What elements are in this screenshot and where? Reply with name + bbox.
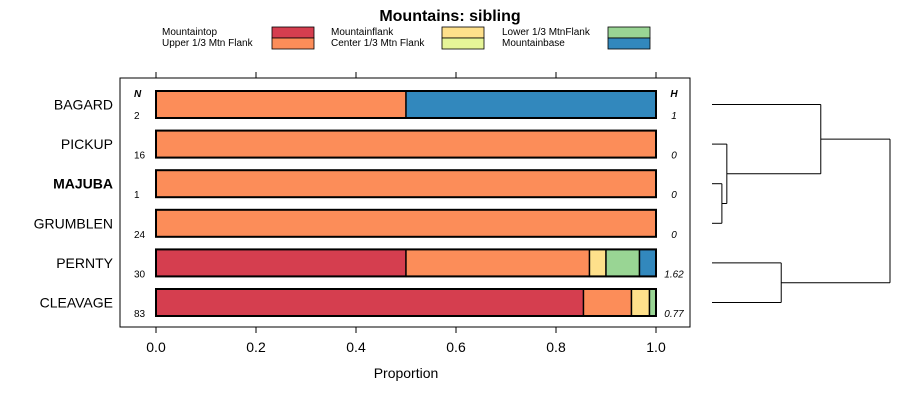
legend-label-mountainflank: Mountainflank [331,27,394,38]
row-n-value: 1 [134,190,140,201]
x-tick-label: 0.0 [146,339,166,355]
row-label: PERNTY [56,255,113,271]
row-h-value: 0 [671,230,677,241]
legend-swatch-upper-1-3-mtn-flank [271,37,315,50]
dendrogram [712,104,891,303]
row-h-value: 0 [671,190,677,201]
row-n-value: 16 [134,151,146,162]
bar-segment-upper-1-3-mtn-flank [155,90,407,119]
row-grumblen: GRUMBLEN 24 0 [34,208,677,241]
bar-segment-mountaintop [155,288,585,317]
bar-segment-upper-1-3-mtn-flank [582,288,633,317]
legend-label-center-1-3-mtn-flank: Center 1/3 Mtn Flank [331,38,425,49]
bar-outline [155,90,657,119]
legend-label-mountaintop: Mountaintop [162,27,217,38]
plot-frame [119,77,691,328]
row-label: GRUMBLEN [34,215,113,231]
legend-swatch-lower-1-3-mtnflank [607,26,651,39]
row-label: MAJUBA [53,176,113,192]
bar-outline [155,208,657,238]
bar-segment-mountaintop [155,248,407,278]
x-axis-label: Proportion [374,365,439,381]
legend-label-mountainbase: Mountainbase [502,38,565,49]
bar-outline [155,288,657,317]
legend-swatch-center-1-3-mtn-flank [441,37,485,50]
row-h-value: 1 [671,111,677,122]
h-column-header: H [670,89,678,100]
row-bagard: BAGARD 2 1 [54,90,677,122]
bar-segment-upper-1-3-mtn-flank [155,169,657,198]
row-n-value: 83 [134,309,146,320]
row-n-value: 30 [134,269,146,280]
legend-swatch-mountainbase [607,37,651,50]
bar-segment-upper-1-3-mtn-flank [155,129,657,159]
row-n-value: 24 [134,230,146,241]
bar-segment-mountainflank [630,288,651,317]
legend-swatch-mountaintop [271,26,315,39]
bar-segment-mountainflank [588,248,607,278]
legend-swatch-mountainflank [441,26,485,39]
row-h-value: 0.77 [664,309,684,320]
legend-label-lower-1-3-mtnflank: Lower 1/3 MtnFlank [502,27,591,38]
bar-outline [155,248,657,278]
n-column-header: N [134,89,142,100]
bar-outline [155,169,657,199]
bar-outline [155,129,657,159]
bar-segment-upper-1-3-mtn-flank [155,209,657,238]
legend-label-upper-1-3-mtn-flank: Upper 1/3 Mtn Flank [162,38,254,49]
chart-title: Mountains: sibling [379,8,520,25]
x-tick-label: 0.4 [346,339,366,355]
row-h-value: 0 [671,151,677,162]
row-pickup: PICKUP 16 0 [61,129,677,162]
row-pernty: PERNTY 30 1.62 [56,248,684,280]
row-cleavage: CLEAVAGE 83 0.77 [40,288,684,320]
x-tick-label: 0.2 [246,339,266,355]
row-majuba: MAJUBA 1 0 [53,169,677,201]
row-label: CLEAVAGE [40,295,113,311]
row-n-value: 2 [134,111,140,122]
bar-segment-mountainbase [638,248,657,278]
x-axis: 0.0 0.2 0.4 0.6 0.8 1.0 [146,72,666,355]
x-tick-label: 0.6 [446,339,466,355]
x-tick-label: 0.8 [546,339,566,355]
bar-segment-lower-1-3-mtnflank [605,248,641,278]
row-h-value: 1.62 [664,269,684,280]
bar-segment-mountainbase [405,90,657,119]
bar-rows: BAGARD 2 1 PICKUP 16 0 MAJUBA 1 0 GRUMBLEN 24 0 PERN… [34,90,684,320]
x-tick-label: 1.0 [646,339,666,355]
row-label: PICKUP [61,136,113,152]
row-label: BAGARD [54,97,113,113]
bar-segment-upper-1-3-mtn-flank [405,248,591,278]
